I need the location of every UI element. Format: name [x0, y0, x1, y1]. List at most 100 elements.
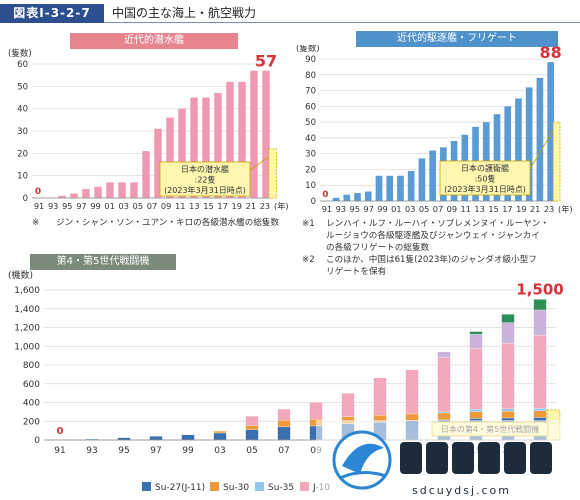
japan-reference-bar — [552, 121, 561, 202]
figure-title: 中国の主な海上・航空戦力 — [112, 6, 257, 20]
y-tick-label: 60 — [305, 102, 316, 112]
stacked-bar-segment — [437, 351, 451, 358]
x-tick-label: 15 — [203, 201, 213, 211]
legend-swatch — [210, 482, 219, 491]
stacked-bar-segment — [245, 429, 259, 441]
x-tick-label: 13 — [189, 201, 199, 211]
x-tick-label: 99 — [90, 201, 100, 211]
bar — [214, 93, 222, 198]
x-tick-label: 21 — [246, 201, 256, 211]
x-tick-label: 15 — [488, 204, 498, 214]
bar — [262, 70, 270, 198]
legend-swatch — [300, 482, 309, 491]
bar — [332, 197, 340, 201]
japan-reference-bar — [268, 148, 277, 199]
submarine-note: ※ ジン・シャン・ソン・ユアン・キロの各級潜水艦の総隻数 — [32, 217, 279, 229]
note-text: ジン・シャン・ソン・ユアン・キロの各級潜水艦の総隻数 — [56, 218, 280, 228]
x-unit-label: (年) — [558, 204, 573, 214]
x-tick-label: 05 — [419, 204, 429, 214]
y-tick-label: 60 — [17, 60, 28, 70]
x-tick-label: 91 — [34, 201, 44, 211]
x-tick-label: 91 — [54, 446, 65, 456]
stacked-bar-segment — [373, 377, 387, 416]
bar — [536, 77, 544, 201]
bar — [142, 151, 150, 198]
note-mark: ※ — [32, 218, 40, 228]
x-tick-label: 19 — [231, 201, 241, 211]
y-tick-label: 10 — [17, 172, 28, 182]
japan-leader-line — [249, 156, 270, 171]
y-tick-label: 1,600 — [14, 286, 40, 296]
stacked-bar-segment — [149, 436, 163, 441]
x-tick-label: 95 — [118, 446, 129, 456]
x-tick-label: 95 — [62, 201, 72, 211]
bar — [166, 117, 174, 198]
y-tick-label: 0 — [23, 194, 28, 204]
bar — [190, 97, 198, 198]
submarine-banner: 近代的潜水艦 — [70, 33, 238, 49]
bar — [525, 87, 533, 201]
note-line: ルージョウの各級駆逐艦及びジャンウェイ・ジャンカイ — [326, 231, 540, 241]
y-tick-label: 50 — [305, 118, 316, 128]
bar — [386, 175, 394, 201]
header-divider — [104, 22, 580, 23]
bar — [354, 193, 361, 201]
x-tick-label: 19 — [516, 204, 526, 214]
y-tick-label: 40 — [17, 105, 28, 115]
y-tick-label: 70 — [305, 87, 316, 97]
y-axis-label: (機数) — [8, 269, 33, 281]
x-tick-label: 11 — [461, 204, 471, 214]
stacked-bar-segment — [437, 357, 451, 413]
x-unit-label: (年) — [274, 201, 289, 211]
data-label: 0 — [322, 190, 328, 200]
legend-swatch — [142, 482, 151, 491]
figure-id: 図表Ⅰ-3-2-7 — [0, 4, 104, 23]
x-tick-label: 99 — [182, 446, 194, 456]
note-line: の各級フリゲートの総隻数 — [326, 243, 430, 253]
y-tick-label: 600 — [23, 380, 40, 390]
legend-item-su35: Su-35 — [255, 482, 294, 494]
fighter-banner: 第4・第5世代戦闘機 — [30, 254, 176, 270]
y-tick-label: 50 — [17, 82, 28, 92]
japan-info-text: :22隻 — [195, 175, 216, 185]
y-tick-label: 1,400 — [14, 305, 40, 315]
stacked-bar-segment — [245, 415, 259, 426]
x-tick-label: 23 — [544, 204, 554, 214]
x-tick-label: 03 — [405, 204, 415, 214]
bar — [493, 114, 501, 201]
japan-info-box — [159, 161, 251, 197]
bar — [407, 171, 415, 201]
bar — [238, 81, 246, 198]
bar — [94, 186, 102, 198]
x-tick-label: 23 — [260, 201, 270, 211]
stacked-bar-segment — [213, 432, 227, 441]
x-tick-label: 13 — [474, 204, 484, 214]
x-tick-label: 03 — [214, 446, 225, 456]
x-tick-label: 99 — [377, 204, 387, 214]
x-tick-label: 07 — [433, 204, 443, 214]
y-tick-label: 40 — [305, 134, 316, 144]
bar — [202, 97, 210, 198]
x-tick-label: 09 — [447, 204, 457, 214]
x-tick-label: 93 — [48, 201, 58, 211]
bar — [515, 98, 522, 201]
destroyer-banner: 近代的駆逐艦・フリゲート — [356, 31, 558, 47]
stacked-bar-segment — [501, 343, 515, 410]
y-tick-label: 0 — [34, 436, 40, 446]
note-mark: ※2 — [302, 255, 315, 265]
figure-header: 図表Ⅰ-3-2-7 中国の主な海上・航空戦力 — [0, 0, 580, 26]
x-tick-label: 97 — [150, 446, 161, 456]
x-tick-label: 07 — [147, 201, 157, 211]
note-mark: ※1 — [302, 219, 315, 229]
bar — [82, 189, 90, 198]
data-label: 0 — [35, 187, 41, 197]
stacked-bar-segment — [277, 426, 291, 441]
note-line: このほか、中国は61隻(2023年)のジャンダオ級小型フ — [326, 255, 537, 265]
y-tick-label: 30 — [17, 127, 28, 137]
x-tick-label: 01 — [391, 204, 401, 214]
y-tick-label: 30 — [305, 150, 316, 160]
x-tick-label: 93 — [336, 204, 346, 214]
data-label: 0 — [57, 426, 64, 437]
legend-label: Su-30 — [223, 483, 250, 493]
bar — [226, 81, 234, 198]
